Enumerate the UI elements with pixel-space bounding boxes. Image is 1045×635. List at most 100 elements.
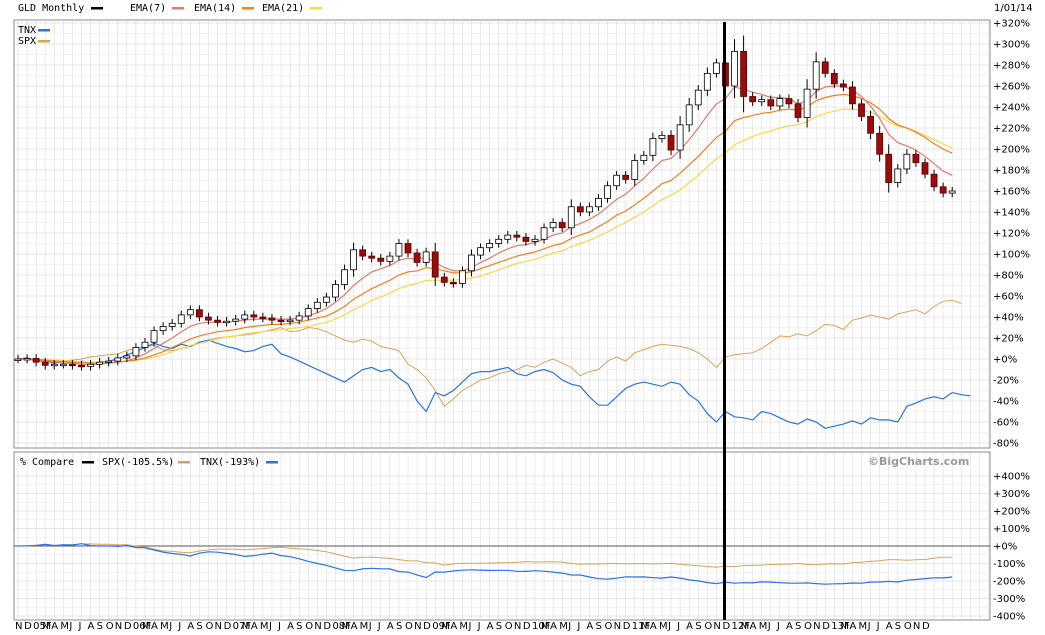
candle-body: [250, 314, 258, 318]
x-tick-label: N: [215, 621, 222, 632]
candle-body: [794, 103, 802, 118]
x-tick-label: O: [305, 621, 313, 632]
x-tick-label: D: [722, 621, 730, 632]
x-tick-label: J: [177, 621, 181, 632]
candle-body: [694, 89, 702, 106]
candle-body: [549, 222, 557, 229]
y-tick-label: +400%: [993, 472, 1030, 483]
x-tick-label: M: [641, 621, 650, 632]
candle-body: [223, 320, 231, 324]
candle-body: [114, 357, 122, 362]
candle-body: [449, 281, 457, 285]
candle-body: [513, 234, 521, 238]
candle-body: [59, 363, 67, 367]
x-tick-label: M: [260, 621, 269, 632]
x-tick-label: 07F: [233, 621, 252, 632]
candle-body: [359, 249, 367, 257]
x-tick-label: J: [576, 621, 580, 632]
x-tick-label: M: [741, 621, 750, 632]
x-tick-label: 11F: [632, 621, 651, 632]
y-tick-label: -100%: [993, 559, 1025, 570]
x-tick-label: O: [205, 621, 213, 632]
y-tick-label: -300%: [993, 594, 1025, 605]
candle-body: [186, 309, 194, 316]
overlay-legend: TNX SPX: [18, 25, 50, 47]
x-tick-label: N: [414, 621, 421, 632]
x-tick-label: A: [151, 621, 158, 632]
candle-body: [14, 358, 22, 361]
compare-panel-grid: [14, 453, 990, 619]
candle-body: [731, 50, 738, 87]
x-tick-label: O: [804, 621, 812, 632]
legend-ema7-label: EMA(7): [130, 3, 166, 14]
candle-body: [259, 316, 267, 319]
y-tick-label: +20%: [993, 334, 1024, 345]
x-tick-label: A: [450, 621, 457, 632]
x-tick-label: J: [876, 621, 880, 632]
candle-body: [350, 249, 357, 271]
candle-body: [377, 257, 385, 262]
ema7-line: [18, 85, 953, 365]
x-tick-label: 06F: [133, 621, 152, 632]
y-tick-label: +120%: [993, 229, 1030, 240]
compare-panel-frame: [13, 451, 991, 621]
x-tick-label: S: [496, 621, 502, 632]
x-tick-label: J: [377, 621, 381, 632]
candle-body: [23, 358, 31, 361]
y-tick-label: +280%: [993, 61, 1030, 72]
y-tick-label: +140%: [993, 208, 1030, 219]
candle-body: [105, 360, 113, 364]
candle-body: [740, 50, 747, 97]
candle-body: [214, 319, 221, 323]
x-tick-label: J: [168, 621, 172, 632]
candle-body: [78, 364, 85, 368]
candle-body: [313, 301, 321, 309]
candle-body: [558, 222, 566, 229]
candle-body: [595, 197, 602, 208]
x-tick-label: S: [795, 621, 801, 632]
candle-body: [867, 116, 874, 134]
x-tick-label: D: [922, 621, 930, 632]
compare-legend: % Compare SPX(-105.5%) TNX(-193%) ©BigCh…: [20, 455, 969, 468]
candle-body: [613, 174, 621, 187]
candle-body: [96, 361, 104, 365]
candle-body: [159, 326, 167, 332]
candle-body: [803, 88, 811, 118]
x-tick-label: J: [776, 621, 780, 632]
candle-body: [150, 330, 158, 343]
candle-body: [504, 234, 512, 240]
x-tick-label: J: [567, 621, 571, 632]
gld-candles: [14, 35, 956, 371]
x-tick-label: A: [287, 621, 294, 632]
y-tick-label: +160%: [993, 187, 1030, 198]
candle-body: [404, 243, 412, 254]
candle-body: [767, 99, 775, 107]
x-tick-label: N: [913, 621, 920, 632]
x-tick-label: M: [759, 621, 768, 632]
candle-body: [567, 206, 575, 229]
candle-body: [821, 61, 829, 74]
x-tick-label: O: [106, 621, 114, 632]
compare-tnx-label: TNX(-193%): [200, 457, 260, 468]
candle-body: [304, 308, 312, 317]
candle-body: [921, 162, 929, 175]
y-tick-label: +200%: [993, 507, 1030, 518]
x-tick-label: J: [477, 621, 481, 632]
x-tick-label: J: [468, 621, 472, 632]
x-tick-label: A: [586, 621, 593, 632]
legend-gld-label: GLD Monthly: [18, 3, 84, 14]
candle-body: [948, 190, 956, 194]
legend-ema21-label: EMA(21): [262, 3, 304, 14]
x-tick-label: M: [459, 621, 468, 632]
y-tick-label: -200%: [993, 577, 1025, 588]
y-tick-label: -20%: [993, 376, 1019, 387]
compare-title: % Compare: [20, 457, 74, 468]
candle-body: [431, 251, 439, 278]
y-tick-label: +180%: [993, 166, 1030, 177]
y-tick-label: -60%: [993, 418, 1019, 429]
candle-body: [658, 134, 666, 139]
candle-body: [422, 251, 430, 263]
x-tick-label: A: [487, 621, 494, 632]
x-tick-label: A: [251, 621, 258, 632]
x-tick-label: 13F: [831, 621, 850, 632]
